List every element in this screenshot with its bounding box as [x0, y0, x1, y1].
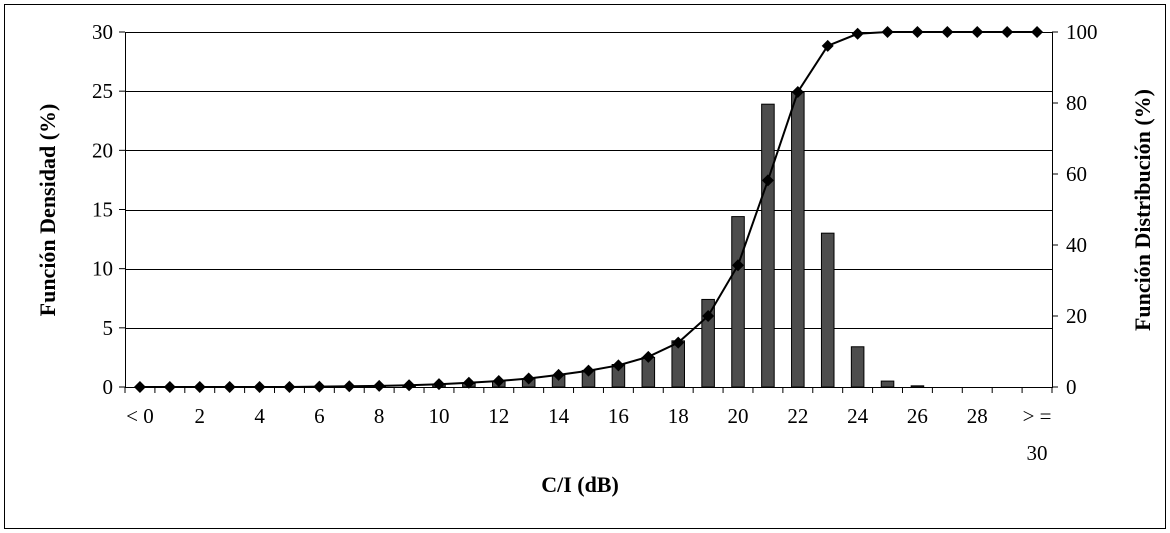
y-left-axis-title: Función Densidad (%)	[35, 104, 60, 317]
x-tick-label: < 0	[126, 404, 154, 428]
x-tick-label: 6	[314, 404, 325, 428]
x-tick-label: 16	[608, 404, 629, 428]
chart-border	[4, 4, 1166, 529]
x-tick-label: 22	[787, 404, 808, 428]
x-tick-label: > =	[1023, 404, 1052, 428]
distribution-marker	[1031, 26, 1044, 38]
x-tick-label: 12	[488, 404, 509, 428]
density-bar	[910, 385, 925, 388]
x-tick-label: 10	[428, 404, 449, 428]
x-tick-label: 24	[847, 404, 869, 428]
x-axis-title: C/I (dB)	[541, 472, 619, 497]
y-right-tick-label: 20	[1066, 304, 1087, 328]
distribution-marker	[432, 378, 445, 391]
distribution-marker	[821, 39, 834, 52]
density-bars	[372, 91, 925, 388]
distribution-marker	[1001, 26, 1014, 38]
distribution-marker	[462, 376, 475, 389]
y-right-tick-label: 0	[1066, 375, 1077, 399]
x-tick-label: 2	[195, 404, 206, 428]
x-tick-label: 20	[728, 404, 749, 428]
x-tick-label: 18	[668, 404, 689, 428]
distribution-marker	[702, 310, 715, 322]
y-left-tick-label: 20	[92, 138, 113, 162]
y-left-tick-label: 15	[92, 198, 113, 222]
distribution-line	[133, 26, 1044, 393]
distribution-marker	[911, 26, 924, 38]
distribution-marker	[313, 380, 326, 393]
x-tick-label: 28	[967, 404, 988, 428]
density-bar	[731, 216, 745, 388]
x-tick-label: 30	[1027, 441, 1048, 465]
distribution-marker	[373, 379, 386, 392]
distribution-curve	[140, 31, 1037, 388]
x-tick-label: 4	[254, 404, 265, 428]
distribution-marker	[582, 364, 595, 377]
density-bar	[761, 103, 775, 388]
x-tick-label: 14	[548, 404, 570, 428]
y-right-tick-label: 40	[1066, 233, 1087, 257]
y-left-tick-label: 25	[92, 79, 113, 103]
y-right-tick-label: 60	[1066, 162, 1087, 186]
density-bar	[820, 232, 835, 388]
density-bar	[791, 91, 805, 388]
y-left-tick-label: 30	[92, 20, 113, 44]
distribution-marker	[971, 26, 984, 38]
y-left-tick-label: 0	[103, 375, 114, 399]
density-bar	[880, 380, 895, 388]
distribution-marker	[791, 85, 804, 98]
axes	[119, 31, 1058, 393]
gridlines	[125, 32, 1052, 329]
y-right-tick-label: 100	[1066, 20, 1098, 44]
y-left-tick-label: 5	[103, 316, 114, 340]
distribution-marker	[761, 174, 774, 187]
distribution-marker	[522, 372, 535, 385]
y-left-tick-label: 10	[92, 257, 113, 281]
distribution-marker	[403, 379, 416, 392]
distribution-marker	[941, 26, 954, 38]
distribution-marker	[343, 380, 356, 393]
distribution-marker	[851, 27, 864, 40]
x-tick-label: 26	[907, 404, 928, 428]
distribution-marker	[881, 26, 894, 38]
distribution-marker	[732, 259, 745, 272]
distribution-marker	[672, 336, 685, 349]
distribution-marker	[642, 350, 655, 363]
x-tick-label: 8	[374, 404, 385, 428]
density-bar	[850, 346, 865, 388]
y-right-axis-title: Función Distribución (%)	[1130, 89, 1155, 331]
distribution-marker	[612, 359, 625, 372]
y-right-tick-label: 80	[1066, 91, 1087, 115]
distribution-marker	[492, 374, 505, 387]
distribution-marker	[552, 368, 565, 381]
